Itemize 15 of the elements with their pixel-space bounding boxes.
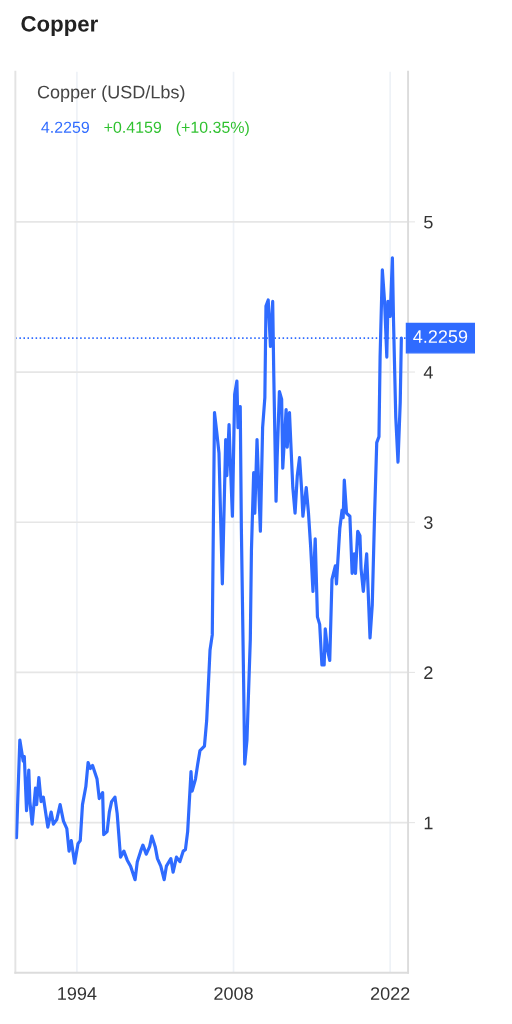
x-tick-label: 2022 (370, 987, 410, 1000)
x-tick-label: 1994 (58, 987, 97, 1000)
y-tick-label: 3 (424, 516, 433, 529)
y-tick-label: 1 (424, 816, 433, 830)
y-tick-label: 5 (424, 215, 433, 229)
y-tick-label: 4 (423, 366, 433, 379)
text: Copper (USD/Lbs) (37, 85, 185, 103)
annotation: 4.2259 (41, 121, 89, 133)
x-tick-label: 2008 (214, 987, 253, 1000)
annotation: +0.4159 (104, 121, 162, 133)
line-series (15, 256, 403, 882)
ref-line-label: 4.2259 (413, 330, 468, 343)
chart-title: Copper (21, 15, 98, 37)
annotation: (+10.35%) (176, 121, 249, 137)
y-tick-label: 2 (424, 666, 433, 679)
